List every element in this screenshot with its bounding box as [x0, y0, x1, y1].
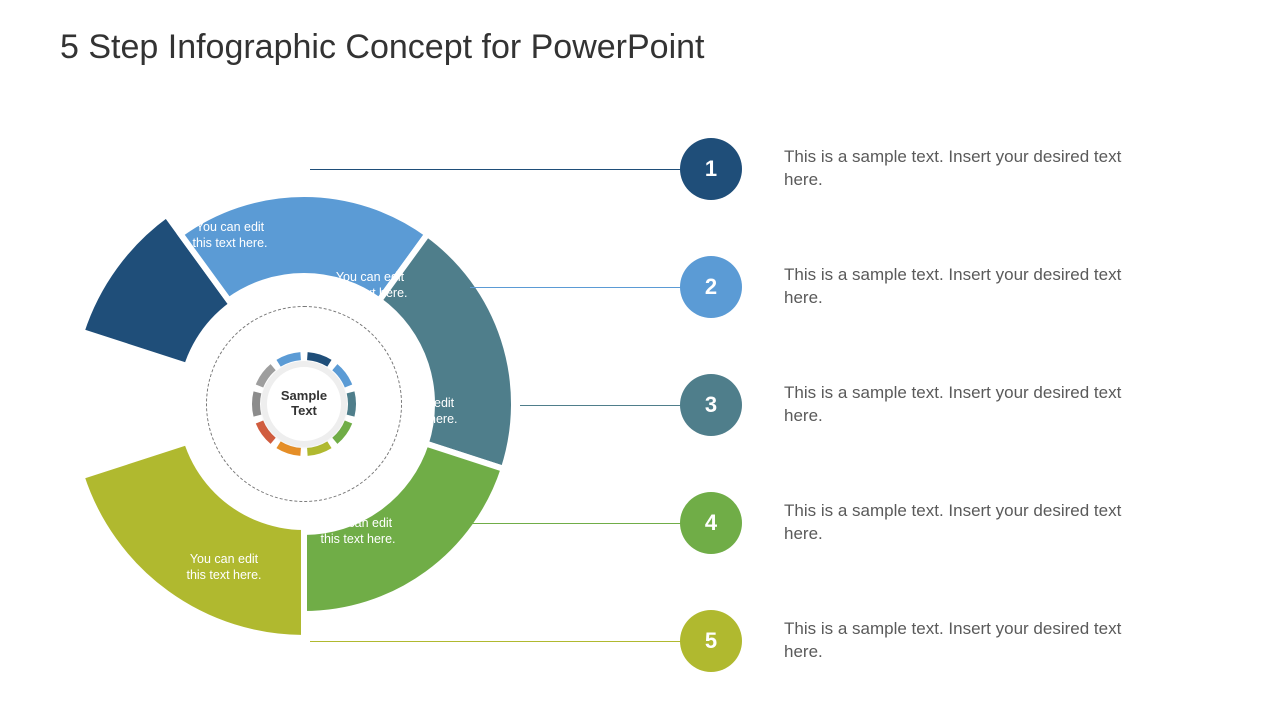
legend-badge: 5 [680, 610, 742, 672]
connector-line [470, 287, 711, 288]
legend-text: This is a sample text. Insert your desir… [784, 264, 1144, 310]
legend-row: 1 This is a sample text. Insert your desi… [680, 110, 1240, 228]
page-title: 5 Step Infographic Concept for PowerPoin… [60, 28, 705, 67]
legend-badge: 3 [680, 374, 742, 436]
connector-line [310, 169, 711, 170]
legend-row: 3 This is a sample text. Insert your desi… [680, 346, 1240, 464]
legend-text: This is a sample text. Insert your desir… [784, 146, 1144, 192]
legend-row: 2 This is a sample text. Insert your desi… [680, 228, 1240, 346]
radial-diagram: You can editthis text here.You can editt… [60, 120, 580, 640]
connector-line [310, 641, 711, 642]
legend-badge: 2 [680, 256, 742, 318]
legend-text: This is a sample text. Insert your desir… [784, 500, 1144, 546]
legend-text: This is a sample text. Insert your desir… [784, 618, 1144, 664]
legend-row: 4 This is a sample text. Insert your desi… [680, 464, 1240, 582]
center-core: SampleText [261, 361, 347, 447]
legend-text: This is a sample text. Insert your desir… [784, 382, 1144, 428]
connector-line [470, 523, 711, 524]
legend-list: 1 This is a sample text. Insert your desi… [680, 110, 1240, 700]
legend-badge: 1 [680, 138, 742, 200]
legend-badge: 4 [680, 492, 742, 554]
legend-row: 5 This is a sample text. Insert your desi… [680, 582, 1240, 700]
center-label: SampleText [281, 389, 327, 419]
